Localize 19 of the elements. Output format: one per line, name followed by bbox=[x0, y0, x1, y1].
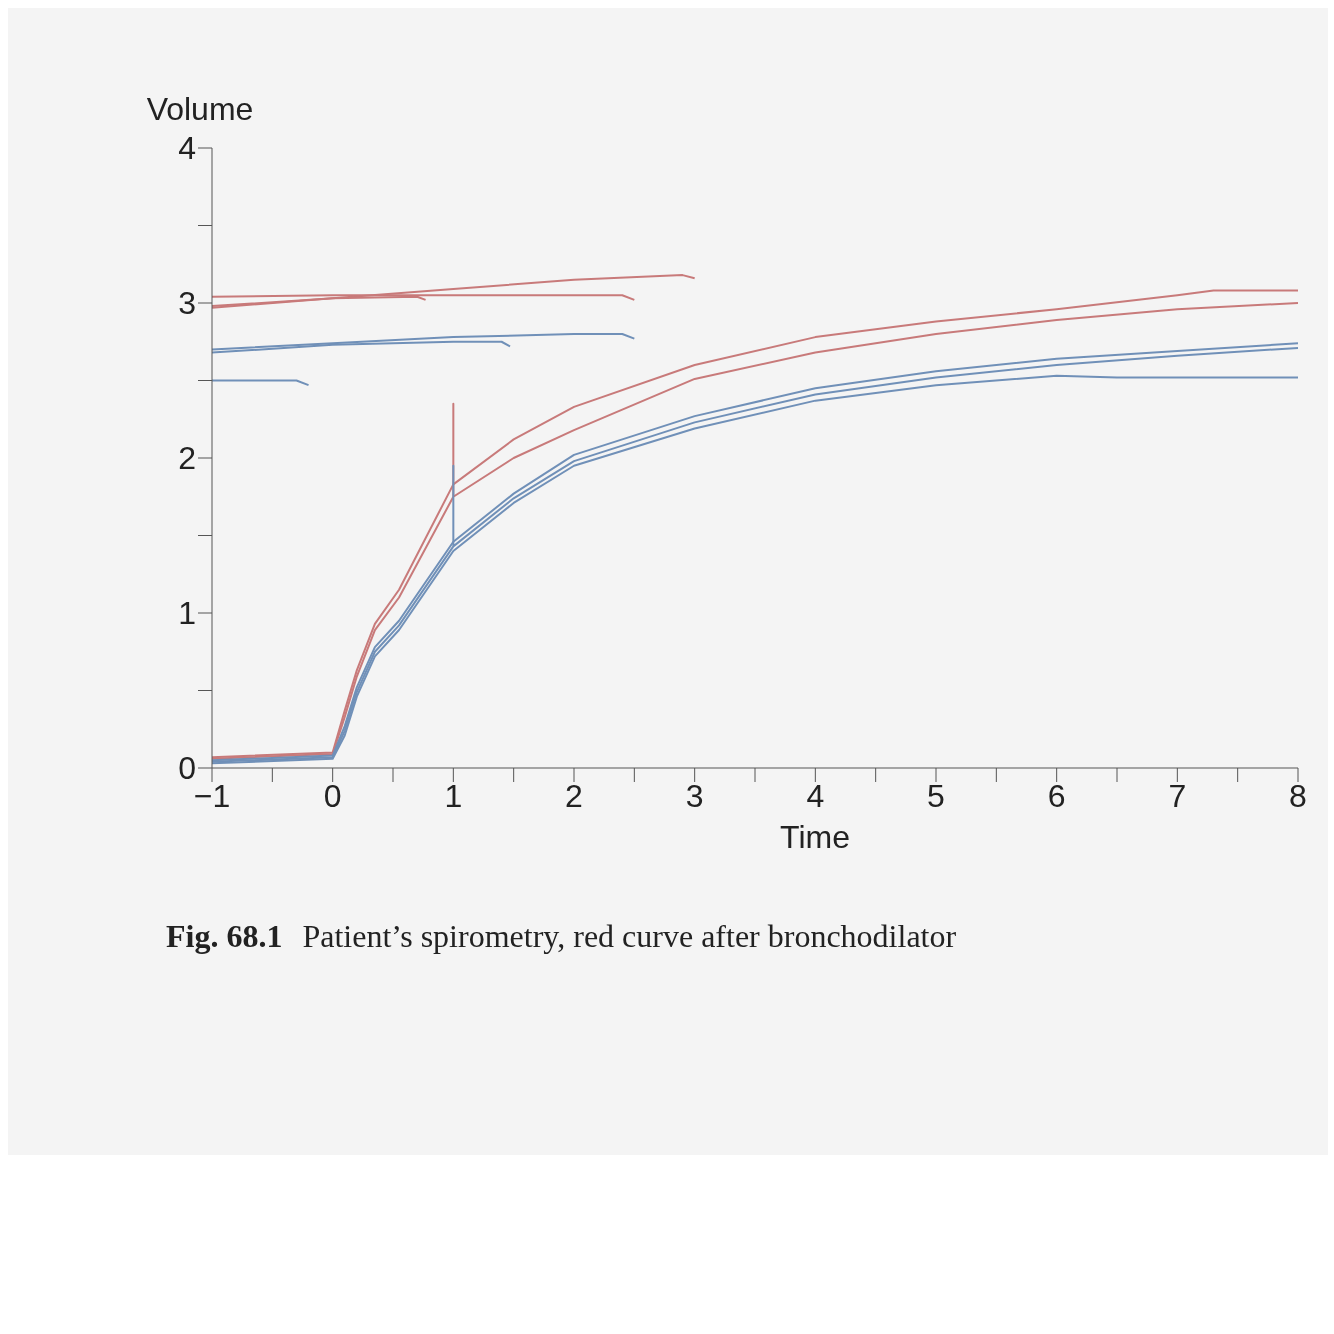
x-tick-label: 7 bbox=[1168, 777, 1187, 814]
x-tick-label: 1 bbox=[444, 777, 463, 814]
x-tick-label: 2 bbox=[565, 777, 583, 814]
x-tick-label: 3 bbox=[685, 777, 704, 814]
y-axis-title: Volume bbox=[146, 91, 254, 127]
x-tick-label: 5 bbox=[927, 777, 945, 814]
y-tick-label: 0 bbox=[178, 750, 196, 787]
y-tick-label: 1 bbox=[178, 595, 196, 632]
x-tick-label: 0 bbox=[323, 777, 342, 814]
y-tick-label: 2 bbox=[178, 440, 196, 477]
y-tick-label: 3 bbox=[178, 285, 196, 322]
y-tick-label: 4 bbox=[178, 130, 196, 167]
caption: Fig. 68.1 bbox=[166, 918, 283, 954]
x-axis-title: Time bbox=[780, 819, 850, 855]
x-tick-label: 4 bbox=[806, 777, 825, 814]
x-tick-label: −1 bbox=[193, 777, 231, 814]
x-tick-label: 8 bbox=[1289, 777, 1307, 814]
text: Patient’s spirometry, red curve after bronchodilator bbox=[302, 918, 957, 954]
x-tick-label: 6 bbox=[1047, 777, 1066, 814]
